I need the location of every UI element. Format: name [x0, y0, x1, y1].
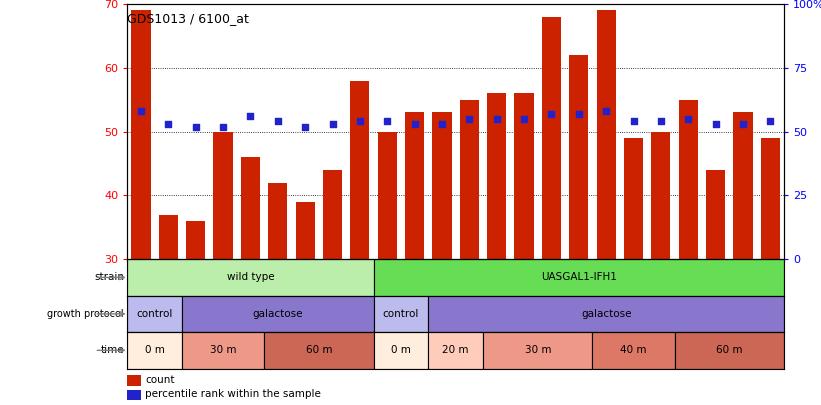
Text: 60 m: 60 m — [716, 345, 742, 355]
Bar — [405, 113, 424, 259]
Bar — [213, 132, 232, 259]
Bar — [651, 132, 671, 259]
Text: control: control — [383, 309, 419, 319]
Point — [381, 118, 394, 125]
Text: 60 m: 60 m — [305, 345, 332, 355]
Point — [299, 123, 312, 130]
Point — [408, 121, 421, 127]
Bar — [241, 157, 260, 259]
Point — [736, 121, 750, 127]
Point — [572, 111, 585, 117]
Bar — [268, 183, 287, 259]
Point — [463, 116, 476, 122]
Bar — [378, 132, 397, 259]
Text: galactose: galactose — [581, 309, 631, 319]
Text: count: count — [145, 375, 175, 385]
Bar — [127, 296, 182, 332]
Bar — [706, 170, 725, 259]
Bar — [733, 113, 753, 259]
Text: strain: strain — [94, 273, 124, 282]
Bar — [597, 11, 616, 259]
Bar — [296, 202, 314, 259]
Point — [271, 118, 284, 125]
Text: 0 m: 0 m — [144, 345, 164, 355]
Point — [627, 118, 640, 125]
Bar — [569, 55, 589, 259]
Point — [162, 121, 175, 127]
Text: control: control — [136, 309, 172, 319]
Bar — [429, 332, 483, 369]
Text: UASGAL1-IFH1: UASGAL1-IFH1 — [541, 273, 617, 282]
Text: 30 m: 30 m — [525, 345, 551, 355]
Text: 20 m: 20 m — [443, 345, 469, 355]
Bar — [131, 11, 150, 259]
Point — [764, 118, 777, 125]
Point — [326, 121, 339, 127]
Bar — [460, 100, 479, 259]
Bar — [593, 332, 675, 369]
Point — [135, 108, 148, 115]
Bar — [487, 94, 507, 259]
Text: wild type: wild type — [227, 273, 274, 282]
Point — [681, 116, 695, 122]
Bar — [182, 296, 374, 332]
Point — [654, 118, 667, 125]
Bar — [675, 332, 784, 369]
Point — [189, 123, 202, 130]
Point — [217, 123, 230, 130]
Text: 30 m: 30 m — [210, 345, 236, 355]
Point — [517, 116, 530, 122]
Bar — [127, 332, 182, 369]
Point — [599, 108, 612, 115]
Bar — [264, 332, 374, 369]
Bar — [323, 170, 342, 259]
Bar — [374, 332, 429, 369]
Bar — [429, 296, 784, 332]
Point — [244, 113, 257, 119]
Bar — [186, 221, 205, 259]
Bar — [374, 296, 429, 332]
Text: galactose: galactose — [253, 309, 303, 319]
Bar — [542, 17, 561, 259]
Text: percentile rank within the sample: percentile rank within the sample — [145, 390, 321, 399]
Bar — [182, 332, 264, 369]
Text: growth protocol: growth protocol — [48, 309, 124, 319]
Point — [435, 121, 448, 127]
Bar — [515, 94, 534, 259]
Bar — [761, 138, 780, 259]
Point — [353, 118, 366, 125]
Bar — [158, 215, 178, 259]
Bar — [679, 100, 698, 259]
Text: time: time — [100, 345, 124, 355]
Point — [490, 116, 503, 122]
Point — [545, 111, 558, 117]
Point — [709, 121, 722, 127]
Bar — [433, 113, 452, 259]
Text: 0 m: 0 m — [391, 345, 410, 355]
Bar — [483, 332, 593, 369]
Bar — [127, 259, 374, 296]
Text: 40 m: 40 m — [621, 345, 647, 355]
Bar — [374, 259, 784, 296]
Text: GDS1013 / 6100_at: GDS1013 / 6100_at — [127, 12, 249, 25]
Bar — [351, 81, 369, 259]
Bar — [624, 138, 643, 259]
